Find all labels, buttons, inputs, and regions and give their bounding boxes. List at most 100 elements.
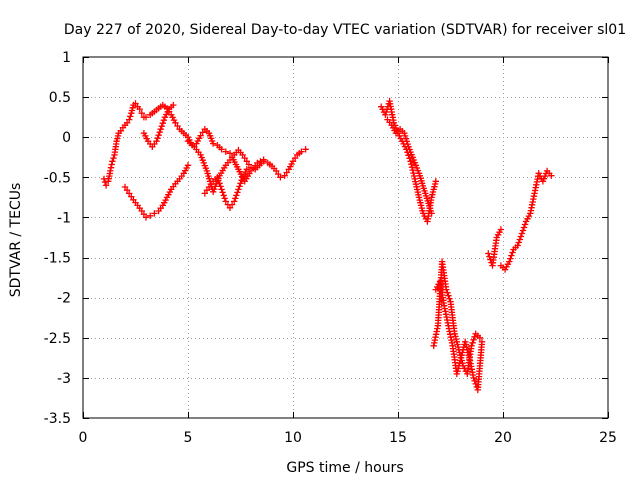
- y-tick-label: -1: [57, 210, 71, 226]
- data-point: [147, 212, 154, 219]
- points-layer: [100, 97, 555, 394]
- series-arc-j: [485, 226, 505, 269]
- data-point-trace: [471, 377, 478, 385]
- x-tick-label: 25: [599, 430, 617, 446]
- data-point: [443, 286, 450, 293]
- data-point: [157, 126, 164, 133]
- y-tick-label: 0.5: [49, 90, 71, 106]
- y-axis-title: SDTVAR / TECUs: [8, 183, 24, 298]
- series-arc-e: [201, 166, 250, 211]
- data-point-trace: [154, 135, 161, 142]
- data-point-trace: [220, 192, 227, 199]
- data-point-trace: [408, 161, 415, 168]
- series-arc-k: [497, 167, 555, 273]
- y-tick-label: -3: [57, 371, 71, 387]
- data-point: [226, 150, 234, 157]
- data-point: [109, 158, 116, 165]
- y-tick-label: -0.5: [44, 170, 71, 186]
- data-point: [382, 111, 389, 118]
- data-point: [470, 374, 477, 382]
- data-point: [170, 101, 177, 109]
- data-point: [151, 210, 158, 217]
- data-point: [153, 138, 160, 145]
- data-point: [184, 162, 192, 169]
- data-point: [235, 186, 242, 193]
- data-point-trace: [216, 180, 223, 187]
- data-point: [222, 148, 229, 155]
- series-arc-i: [430, 258, 484, 378]
- data-point-trace: [408, 164, 416, 171]
- data-point: [142, 214, 150, 221]
- data-point-trace: [471, 333, 478, 340]
- series-arc-a: [100, 100, 309, 189]
- data-point-trace: [237, 180, 244, 187]
- data-point: [214, 174, 221, 181]
- data-point: [126, 116, 133, 123]
- data-point-trace: [521, 221, 529, 228]
- data-point-trace: [110, 154, 117, 162]
- data-point: [497, 226, 505, 233]
- data-point-trace: [156, 129, 163, 136]
- data-point-trace: [515, 239, 522, 246]
- data-point-trace: [470, 336, 477, 343]
- data-point-trace: [445, 292, 452, 299]
- data-point-trace: [520, 224, 528, 231]
- data-point-trace: [215, 177, 222, 184]
- data-point-trace: [236, 183, 243, 190]
- grid-layer: [83, 57, 608, 418]
- data-point-trace: [221, 195, 228, 202]
- data-point: [142, 114, 150, 121]
- data-point: [548, 172, 555, 179]
- data-point-trace: [517, 233, 525, 240]
- x-tick-label: 20: [494, 430, 512, 446]
- data-point-trace: [127, 113, 134, 120]
- data-point-trace: [217, 183, 224, 190]
- data-point-trace: [410, 172, 418, 180]
- data-point: [468, 342, 475, 349]
- data-point: [432, 178, 439, 185]
- data-point: [210, 140, 217, 147]
- data-point: [136, 105, 143, 113]
- data-point-trace: [410, 169, 417, 177]
- data-point-trace: [519, 227, 527, 234]
- data-point-trace: [234, 189, 241, 196]
- data-point-trace: [469, 339, 476, 346]
- data-point: [407, 158, 414, 165]
- data-point: [102, 182, 110, 189]
- data-point-trace: [516, 236, 523, 243]
- data-point-trace: [101, 178, 109, 186]
- data-point: [243, 166, 250, 173]
- data-point-trace: [401, 132, 409, 140]
- data-point: [428, 210, 435, 217]
- data-point: [518, 230, 526, 237]
- series-arc-h: [432, 278, 486, 394]
- data-point: [218, 146, 225, 153]
- data-point: [514, 242, 521, 249]
- data-point-trace: [238, 177, 245, 184]
- data-point-trace: [446, 295, 453, 302]
- data-point-trace: [108, 161, 115, 168]
- series-arc-b: [121, 162, 192, 221]
- data-point-trace: [107, 164, 115, 171]
- data-point-trace: [444, 289, 451, 296]
- data-point: [485, 250, 492, 257]
- data-point: [218, 186, 225, 193]
- y-tick-label: -3.5: [44, 411, 71, 427]
- data-point-trace: [406, 155, 413, 162]
- x-tick-label: 0: [79, 430, 88, 446]
- data-point-trace: [159, 120, 166, 127]
- plot-frame: [82, 56, 609, 419]
- data-point-trace: [155, 132, 162, 139]
- data-point-trace: [233, 192, 240, 199]
- data-point: [302, 146, 309, 153]
- data-point: [138, 110, 145, 117]
- y-tick-label: 1: [62, 50, 71, 66]
- data-point-trace: [158, 123, 165, 130]
- data-point: [478, 338, 486, 345]
- y-tick-label: -1.5: [44, 251, 71, 267]
- data-point: [260, 156, 267, 163]
- y-tick-label: -2.5: [44, 331, 71, 347]
